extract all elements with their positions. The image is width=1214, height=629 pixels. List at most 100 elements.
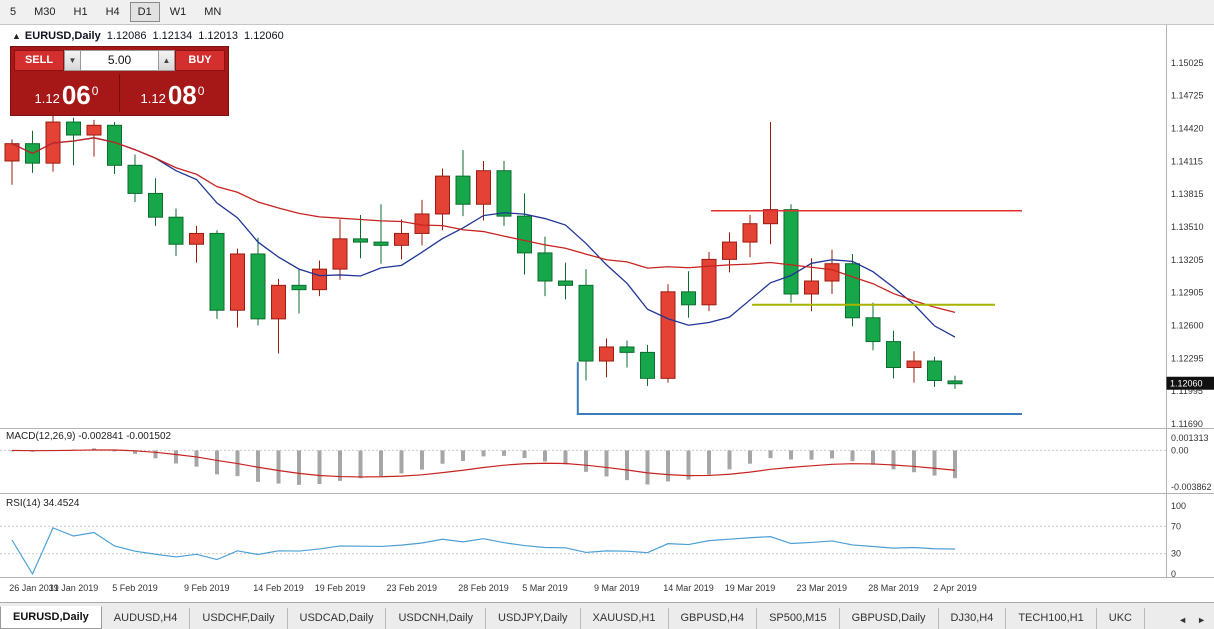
chart-tab-ukc[interactable]: UKC [1097, 608, 1145, 629]
candle-body [865, 317, 881, 343]
macd-histogram-bar [891, 450, 896, 470]
candle-body [927, 360, 942, 382]
candle-body [886, 341, 901, 369]
volume-increase-button[interactable]: ▲ [158, 50, 175, 71]
candle-body [148, 192, 163, 218]
candle-body [271, 284, 286, 320]
chart-title: ▲ EURUSD,Daily 1.12086 1.12134 1.12013 1.1206… [12, 30, 284, 42]
timeframe-toolbar: 5 M30 H1 H4 D1 W1 MN [0, 0, 1214, 25]
macd-axis-label: 0.001313 [1171, 433, 1209, 443]
support-line [576, 362, 1022, 416]
chart-tab-usdcnh-daily[interactable]: USDCNH,Daily [386, 608, 487, 629]
date-axis-label: 2 Apr 2019 [933, 583, 977, 593]
macd-histogram-bar [953, 450, 957, 479]
rsi-axis-label: 100 [1171, 501, 1186, 511]
macd-axis-label: -0.003862 [1171, 482, 1212, 492]
chart-tab-xauusd-h1[interactable]: XAUUSD,H1 [581, 608, 669, 629]
chart-tab-gbpusd-h4[interactable]: GBPUSD,H4 [669, 608, 758, 629]
candle-body [517, 215, 532, 254]
candle-body [701, 258, 717, 306]
chart-tab-eurusd-daily[interactable]: EURUSD,Daily [0, 606, 102, 629]
timeframe-button-m30[interactable]: M30 [34, 6, 56, 18]
macd-histogram-bar [584, 450, 588, 472]
macd-histogram-bar [194, 450, 199, 467]
date-axis-label: 5 Mar 2019 [522, 583, 568, 593]
buy-button[interactable]: BUY [175, 50, 225, 71]
current-price-tag-text: 1.12060 [1170, 379, 1203, 389]
date-axis-label: 19 Feb 2019 [315, 583, 366, 593]
price-chart[interactable]: 1.15025 1.14725 1.14420 1.14115 1.13815 1.135… [0, 25, 1214, 602]
macd-histogram-bar [666, 450, 670, 482]
date-axis-label: 9 Feb 2019 [184, 583, 230, 593]
volume-decrease-button[interactable]: ▼ [64, 50, 81, 71]
macd-histogram-bar [871, 450, 875, 465]
candle-body [763, 209, 778, 225]
ohlc-low: 1.12013 [198, 30, 239, 42]
macd-histogram-bar [174, 450, 178, 464]
chart-tab-usdchf-daily[interactable]: USDCHF,Daily [190, 608, 288, 629]
macd-signal-line [11, 449, 956, 478]
current-price-tag [1166, 376, 1214, 390]
moving-average-8-line [11, 137, 956, 338]
chart-tab-gbpusd-daily[interactable]: GBPUSD,Daily [840, 608, 939, 629]
candle-body [209, 232, 225, 311]
main-price-panel: 1.15025 1.14725 1.14420 1.14115 1.13815 1.135… [4, 58, 1214, 429]
chart-tab-dj30-h4[interactable]: DJ30,H4 [939, 608, 1007, 629]
rsi-panel: 100 70 30 0 RSI(14) 34.4524 [0, 498, 1186, 579]
timeframe-button-h1[interactable]: H1 [73, 6, 88, 18]
ohlc-close: 1.12060 [244, 30, 284, 42]
collapse-panel-icon[interactable]: ▲ [12, 31, 21, 41]
candle-body [353, 238, 368, 243]
ohlc-open: 1.12086 [106, 30, 147, 42]
macd-histogram-bar [912, 450, 916, 473]
timeframe-button-5[interactable]: 5 [10, 6, 17, 18]
date-axis-label: 26 Jan 2019 [9, 583, 59, 593]
price-axis-label: 1.14420 [1171, 124, 1204, 134]
candle-body [250, 253, 266, 320]
chart-tab-usdjpy-daily[interactable]: USDJPY,Daily [486, 608, 581, 629]
tabs-scroll-right-button[interactable]: ► [1197, 615, 1206, 625]
chart-tab-sp500-m15[interactable]: SP500,M15 [757, 608, 840, 629]
candle-body [312, 268, 327, 291]
macd-histogram-bar [297, 450, 301, 485]
candle-body [599, 346, 614, 362]
candle-body [783, 209, 799, 295]
buy-price-display[interactable]: 1.12 08 0 [119, 74, 225, 112]
timeframe-button-h4[interactable]: H4 [105, 6, 120, 18]
macd-histogram-bar [379, 450, 383, 477]
macd-histogram-bar [461, 450, 465, 462]
candle-body [373, 241, 389, 246]
buy-price-prefix: 1.12 [140, 91, 166, 106]
macd-panel: 0.001313 0.00 -0.003862 MACD(12,26,9) -0.00… [0, 431, 1212, 492]
candle-body [496, 170, 512, 217]
candle-body [476, 170, 491, 205]
timeframe-button-w1[interactable]: W1 [169, 6, 187, 18]
chart-tab-audusd-h4[interactable]: AUDUSD,H4 [102, 608, 191, 629]
sell-price-display[interactable]: 1.12 06 0 [14, 74, 119, 112]
volume-input[interactable]: 5.00 [81, 50, 158, 71]
candle-body [455, 175, 471, 205]
price-axis-label: 1.13815 [1171, 189, 1204, 199]
macd-histogram-bar [645, 450, 650, 485]
candle-body [168, 216, 184, 245]
candle-body [332, 238, 348, 270]
chart-window[interactable]: 1.15025 1.14725 1.14420 1.14115 1.13815 1.135… [0, 25, 1214, 602]
macd-histogram-bar [215, 450, 219, 475]
date-axis-label: 28 Mar 2019 [868, 583, 919, 593]
macd-histogram-bar [133, 450, 137, 454]
candle-body [107, 124, 122, 166]
macd-histogram-bar [707, 450, 711, 475]
macd-histogram-bar [830, 450, 834, 459]
timeframe-button-mn[interactable]: MN [204, 6, 222, 18]
tabs-scroll-left-button[interactable]: ◄ [1178, 615, 1188, 625]
macd-label: MACD(12,26,9) -0.002841 -0.001502 [6, 431, 172, 442]
price-axis-label: 1.14115 [1171, 157, 1203, 167]
sell-button[interactable]: SELL [14, 50, 64, 71]
chart-tab-tech100-h1[interactable]: TECH100,H1 [1006, 608, 1097, 629]
candle-body [66, 121, 81, 136]
chart-tab-usdcad-daily[interactable]: USDCAD,Daily [288, 608, 387, 629]
buy-price-main: 08 [167, 80, 197, 110]
timeframe-button-d1[interactable]: D1 [129, 2, 160, 22]
macd-histogram-bar [481, 450, 486, 457]
